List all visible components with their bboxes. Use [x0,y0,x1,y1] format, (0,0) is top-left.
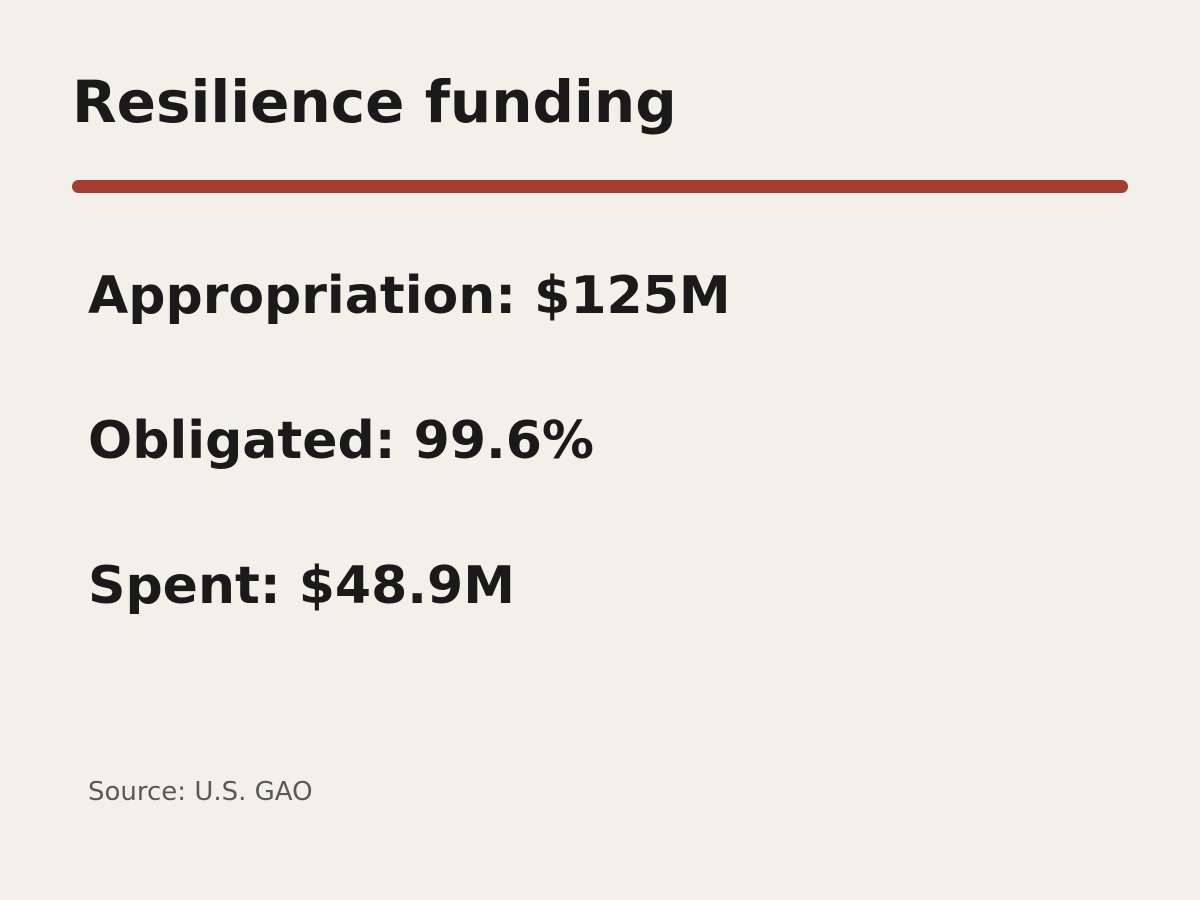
stat-line: Appropriation: $125M [88,266,731,326]
stat-line: Spent: $48.9M [88,556,515,616]
stat-line: Obligated: 99.6% [88,411,594,471]
title: Resilience funding [72,68,677,136]
source: Source: U.S. GAO [88,777,313,807]
item-list: Appropriation: $125M Obligated: 99.6% Spen… [88,266,731,616]
divider [72,180,1128,193]
